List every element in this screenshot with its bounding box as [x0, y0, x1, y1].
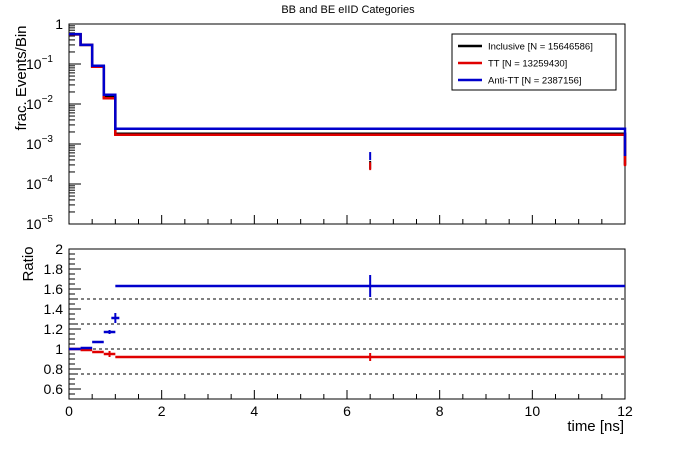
bottom-y-tick-label: 1.8: [44, 261, 64, 277]
top-y-tick-label: 10−4: [26, 174, 53, 192]
bottom-y-tick-label: 0.8: [44, 361, 64, 377]
bottom-panel: 0 2 4 6 8 10 12 0.6 0.8 1 1.2 1.4 1.6 1.8 2: [44, 241, 633, 419]
tick-exponent: −4: [42, 174, 54, 185]
bottom-x-tick-label: 12: [617, 403, 633, 419]
tick-exponent: −1: [42, 54, 54, 65]
bottom-x-tick-label: 4: [250, 403, 258, 419]
top-series-line-2: [69, 32, 627, 156]
bottom-y-tick-label: 1.2: [44, 321, 64, 337]
bottom-y-tick-label: 1.4: [44, 301, 64, 317]
bottom-x-tick-label: 0: [65, 403, 73, 419]
legend-label-2: Anti-TT [N = 2387156]: [488, 76, 582, 87]
legend-label-0: Inclusive [N = 15646586]: [488, 42, 593, 53]
bottom-y-tick-label: 0.6: [44, 381, 64, 397]
top-y-tick-label: 10−1: [26, 54, 53, 72]
tick-base: 10: [26, 56, 42, 72]
tick-base: 10: [26, 136, 42, 152]
chart-title: BB and BE eIID Categories: [281, 4, 415, 16]
top-y-tick-label: 10−5: [26, 214, 53, 232]
top-y-tick-label: 10−3: [26, 134, 53, 152]
legend-label-1: TT [N = 13259430]: [488, 59, 567, 70]
tick-base: 10: [26, 216, 42, 232]
tick-base: 10: [26, 96, 42, 112]
top-y-axis-label: frac. Events/Bin: [13, 25, 30, 130]
bottom-y-tick-label: 1: [55, 341, 63, 357]
bottom-x-tick-label: 10: [525, 403, 541, 419]
tick-base: 10: [26, 176, 42, 192]
tick-exponent: −2: [42, 94, 54, 105]
bottom-x-tick-label: 2: [158, 403, 166, 419]
bottom-x-tick-label: 8: [436, 403, 444, 419]
tick-exponent: −5: [42, 214, 54, 225]
bottom-x-tick-label: 6: [343, 403, 351, 419]
top-y-tick-label: 1: [55, 16, 63, 32]
bottom-y-tick-label: 2: [55, 241, 63, 257]
bottom-y-axis-label: Ratio: [20, 246, 37, 281]
bottom-y-tick-label: 1.6: [44, 281, 64, 297]
bottom-x-axis-label: time [ns]: [567, 418, 624, 435]
tick-exponent: −3: [42, 134, 54, 145]
top-y-tick-label: 10−2: [26, 94, 53, 112]
